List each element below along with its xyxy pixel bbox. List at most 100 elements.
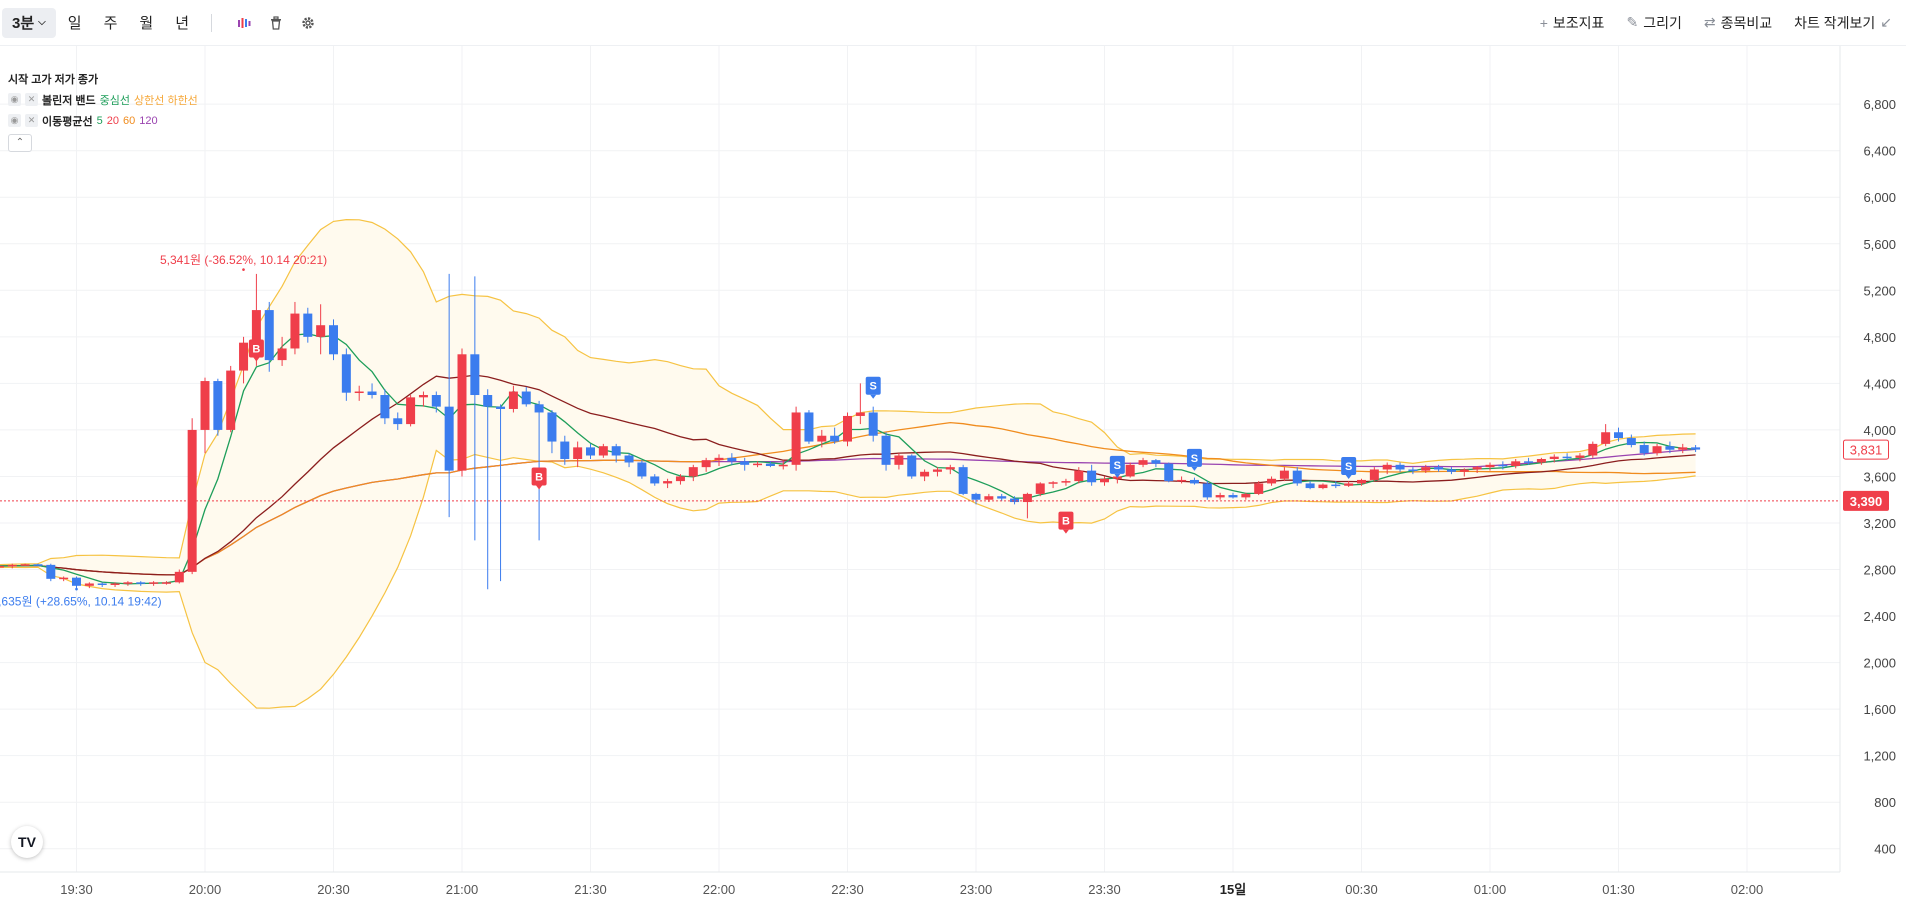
close-icon[interactable]: ✕	[25, 93, 38, 106]
candle-body	[1369, 469, 1379, 480]
candle	[843, 412, 852, 447]
candle	[149, 581, 159, 586]
candle-body	[329, 325, 338, 355]
candle-body	[264, 310, 274, 361]
candle-body	[1087, 470, 1097, 483]
ohlc-legend-label: 시작 고가 저가 종가	[8, 73, 99, 86]
candle	[1035, 482, 1045, 497]
buy-marker: B	[531, 467, 547, 490]
shrink-chart-label: 차트 작게보기	[1794, 14, 1876, 31]
sell-marker: S	[1109, 455, 1125, 478]
candle	[1061, 478, 1071, 486]
candle-body	[1035, 483, 1045, 494]
candle	[329, 319, 338, 361]
toolbar-divider	[211, 13, 212, 32]
candle	[1459, 468, 1469, 477]
plus-icon: +	[1539, 14, 1548, 31]
candle-body	[1678, 447, 1688, 450]
trash-icon[interactable]	[264, 11, 288, 35]
chevron-up-icon[interactable]: ⌃	[8, 133, 32, 152]
marker-label: B	[252, 343, 260, 355]
candle-body	[1549, 456, 1559, 459]
shrink-chart-button[interactable]: 차트 작게보기 ↙	[1794, 13, 1892, 33]
candle-body	[688, 467, 698, 477]
marker-pointer	[1191, 466, 1198, 471]
y-tick-label: 6,800	[1863, 97, 1896, 112]
timeframe-month[interactable]: 월	[139, 15, 154, 32]
pencil-icon: ✎	[1626, 14, 1639, 30]
candle	[1472, 465, 1482, 473]
draw-button[interactable]: ✎ 그리기	[1626, 13, 1681, 33]
candle-body	[444, 406, 454, 471]
candle-body	[149, 582, 159, 584]
visibility-eye-icon[interactable]: ◉	[8, 93, 21, 106]
candle	[1254, 481, 1264, 496]
candle-body	[1202, 483, 1212, 498]
candle-body	[496, 406, 506, 409]
candle	[1074, 467, 1084, 484]
timeframe-day[interactable]: 일	[67, 15, 82, 32]
close-icon[interactable]: ✕	[25, 114, 38, 127]
buy-marker: B	[248, 339, 264, 362]
candle	[393, 412, 403, 430]
candle	[1125, 462, 1135, 478]
y-tick-label: 5,200	[1863, 283, 1896, 298]
tradingview-logo[interactable]: TV	[11, 826, 43, 858]
candle-body	[200, 381, 210, 430]
candle	[187, 418, 197, 575]
candle-body	[740, 461, 750, 465]
candle	[598, 443, 608, 458]
candle	[1331, 481, 1341, 489]
marker-pointer	[870, 394, 877, 399]
candle-body	[624, 455, 634, 463]
candle	[1395, 462, 1405, 472]
indicator-bars-icon[interactable]	[232, 11, 256, 35]
candle-body	[1357, 479, 1366, 484]
candle-body	[213, 381, 223, 430]
candle	[1511, 459, 1521, 469]
y-tick-label: 3,200	[1863, 516, 1896, 531]
add-indicator-button[interactable]: + 보조지표	[1540, 13, 1605, 33]
ma20-line	[0, 374, 1696, 576]
ma-legend: ◉ ✕ 이동평균선 5 20 60 120	[8, 110, 198, 131]
timeframe-year[interactable]: 년	[175, 15, 189, 32]
legend-collapse-row: ⌃	[8, 131, 198, 152]
candle	[1279, 467, 1289, 482]
candle-body	[907, 455, 917, 477]
candle-body	[290, 313, 300, 349]
candle-body	[778, 464, 788, 467]
candle	[573, 441, 583, 468]
ma-name: 이동평균선	[42, 115, 93, 128]
candle-body	[1267, 478, 1277, 484]
marker-pointer	[1062, 529, 1069, 534]
candle-body	[1562, 456, 1572, 459]
candle	[1588, 441, 1598, 458]
bollinger-band-label: 상한선 하한선	[134, 94, 198, 107]
candle-body	[1100, 478, 1109, 483]
candle-body	[97, 583, 107, 585]
candle-body	[521, 391, 531, 405]
candle-body	[714, 457, 724, 461]
candle	[496, 404, 506, 582]
x-tick-label: 15일	[1220, 882, 1246, 897]
gear-icon[interactable]	[296, 11, 320, 35]
candle-body	[1524, 461, 1534, 463]
candle	[1678, 443, 1688, 454]
candle	[380, 389, 390, 425]
compare-button[interactable]: ⇄ 종목비교	[1704, 13, 1772, 33]
candle-body	[791, 412, 801, 465]
candle	[663, 478, 673, 489]
candle-body	[174, 571, 184, 583]
price-label-text: 3,831	[1850, 443, 1883, 458]
timeframe-week[interactable]: 주	[103, 15, 118, 32]
candle-body	[971, 493, 981, 500]
timeframe-select-3min[interactable]: 3분 ⌵	[2, 7, 56, 38]
candle-body	[341, 354, 351, 393]
candle	[444, 273, 454, 518]
x-tick-label: 19:30	[60, 882, 93, 897]
marker-label: S	[1191, 453, 1198, 465]
candle-body	[1691, 447, 1701, 450]
visibility-eye-icon[interactable]: ◉	[8, 114, 21, 127]
candle	[431, 391, 441, 413]
